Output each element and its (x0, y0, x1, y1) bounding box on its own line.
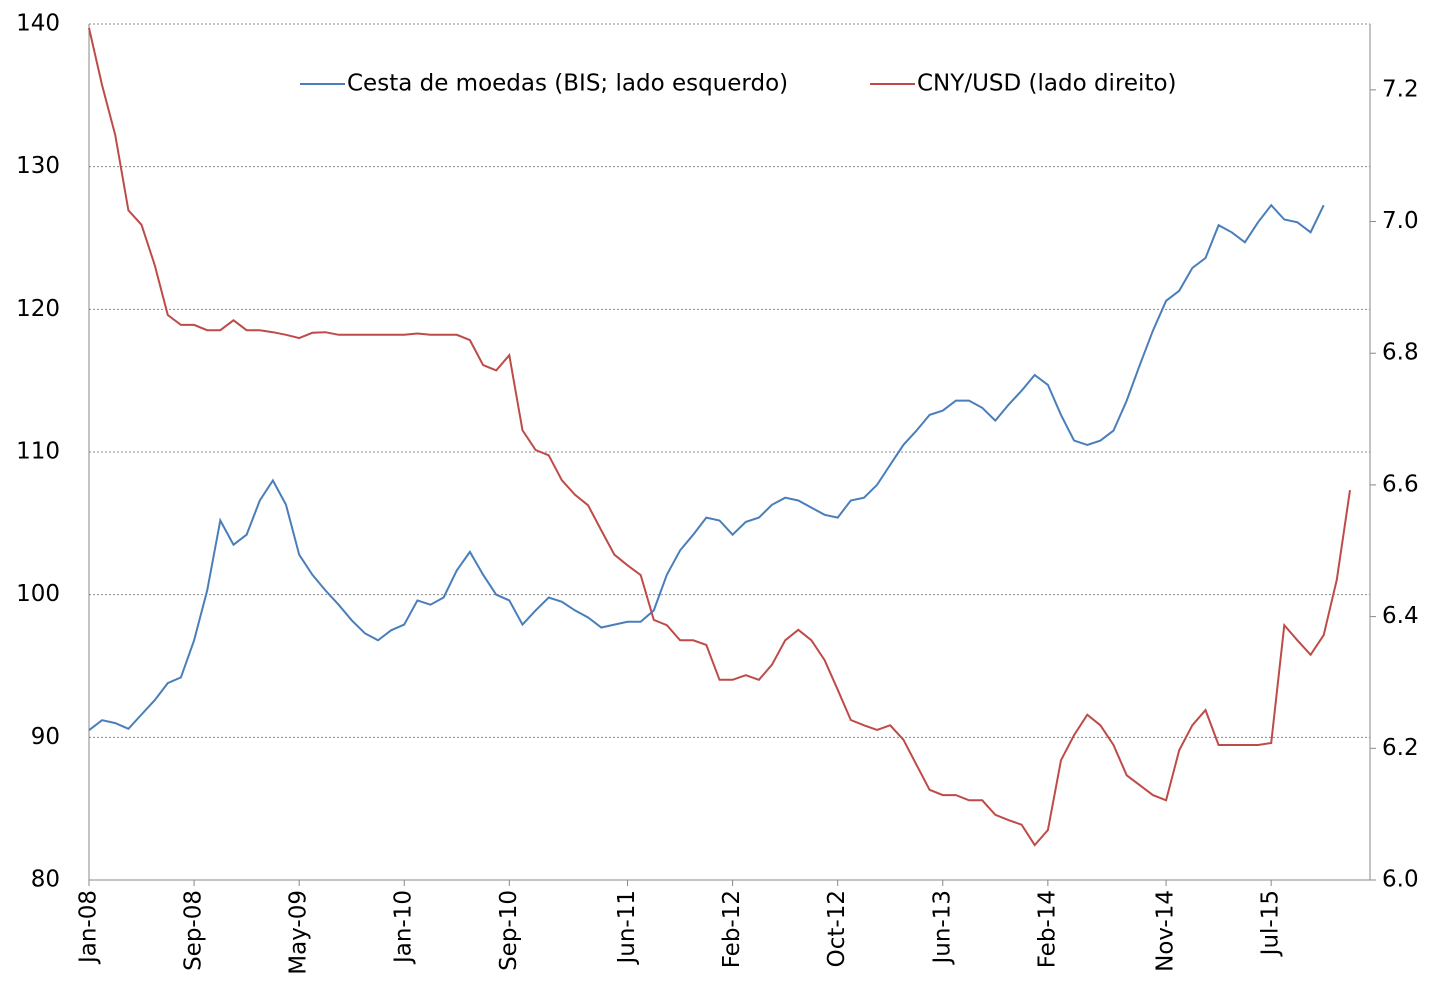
series-line (88, 27, 1351, 847)
y-tick-label: 80 (31, 867, 60, 893)
x-tick-label: Feb-12 (719, 890, 745, 968)
x-tick-label: Sep-10 (496, 890, 522, 971)
x-tick-label: Sep-08 (181, 890, 207, 971)
y-tick-label: 120 (16, 296, 60, 322)
y2-tick-label: 6.0 (1382, 867, 1419, 893)
x-tick-label: May-09 (286, 890, 312, 975)
x-tick-label: Oct-12 (824, 890, 850, 967)
x-tick-label: Nov-14 (1153, 890, 1179, 972)
y2-tick-label: 7.2 (1382, 76, 1419, 102)
y2-tick-label: 7.0 (1382, 208, 1419, 234)
legend-label: CNY/USD (lado direito) (917, 71, 1177, 97)
y2-tick-label: 6.2 (1382, 735, 1419, 761)
legend-label: Cesta de moedas (BIS; lado esquerdo) (347, 71, 788, 97)
x-tick-label: Jan-10 (391, 890, 417, 965)
y-tick-label: 100 (16, 581, 60, 607)
x-tick-label: Jul-15 (1258, 890, 1284, 957)
y2-tick-label: 6.8 (1382, 340, 1419, 366)
y-tick-label: 130 (16, 153, 60, 179)
series-line (88, 203, 1325, 731)
y-tick-label: 110 (16, 439, 60, 465)
y-tick-label: 90 (31, 724, 60, 750)
x-tick-label: Feb-14 (1034, 890, 1060, 968)
x-tick-label: Jun-11 (614, 890, 640, 966)
x-tick-label: Jun-13 (929, 890, 955, 966)
y2-tick-label: 6.6 (1382, 471, 1419, 497)
y2-tick-label: 6.4 (1382, 603, 1419, 629)
y-tick-label: 140 (16, 11, 60, 37)
x-tick-label: Jan-08 (76, 890, 102, 965)
